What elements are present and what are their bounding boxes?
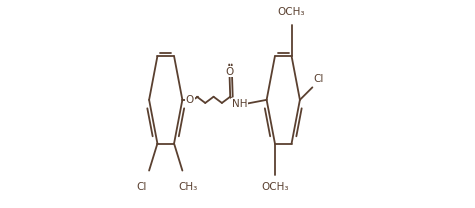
Text: CH₃: CH₃ <box>178 182 197 192</box>
Text: Cl: Cl <box>137 182 147 192</box>
Text: OCH₃: OCH₃ <box>278 7 305 17</box>
Text: NH: NH <box>232 99 247 109</box>
Text: O: O <box>225 67 233 77</box>
Text: O: O <box>186 95 194 105</box>
Text: Cl: Cl <box>314 74 324 84</box>
Text: OCH₃: OCH₃ <box>261 182 289 192</box>
